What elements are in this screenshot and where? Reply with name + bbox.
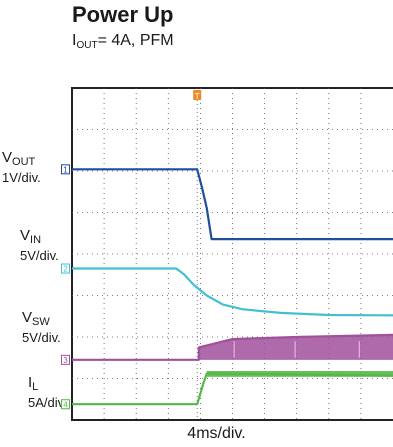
il-trace <box>72 372 393 406</box>
chart-subtitle: IOUT= 4A, PFM <box>72 32 174 55</box>
x-axis-label: 4ms/div. <box>187 425 246 442</box>
channel-marker-inner <box>62 264 69 273</box>
channel-marker-inner <box>62 165 69 174</box>
channel-marker-inner <box>62 355 69 364</box>
channel-marker-inner <box>62 400 69 409</box>
vsw-label: VSW 5V/div. <box>22 309 61 346</box>
vin-scale: 5V/div. <box>20 248 59 263</box>
subtitle-subscript: OUT <box>76 40 98 51</box>
trigger-marker <box>193 90 202 100</box>
vsw-scale: 5V/div. <box>22 330 61 345</box>
trigger-marker-label: T <box>195 92 200 101</box>
channel-marker-label: 4 <box>63 400 68 409</box>
il-label: IL 5A/div. <box>28 374 67 411</box>
channel-marker-label: 3 <box>63 356 68 365</box>
page-title: Power Up <box>72 2 174 27</box>
subtitle-rest: = 4A, PFM <box>97 32 174 49</box>
vsw-switching-band <box>198 334 393 360</box>
channel-marker-label: 1 <box>63 166 68 175</box>
vout-trace <box>72 168 393 241</box>
vin-trace <box>72 267 393 317</box>
subtitle-symbol: I <box>72 32 77 49</box>
vout-scale: 1V/div. <box>2 170 41 185</box>
vsw-trace <box>72 333 393 361</box>
vout-label: VOUT 1V/div. <box>2 149 41 186</box>
vin-label: VIN 5V/div. <box>20 227 59 264</box>
channel-marker-label: 2 <box>63 265 68 274</box>
il-scale: 5A/div. <box>28 395 67 410</box>
